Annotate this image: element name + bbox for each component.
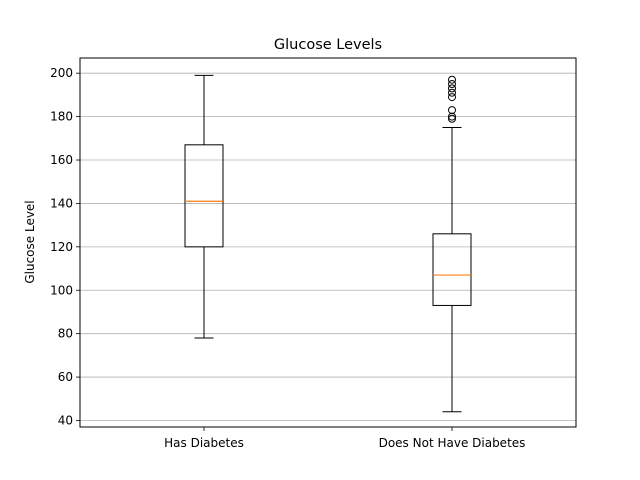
y-tick-label: 140 [50, 196, 73, 210]
x-tick-label: Does Not Have Diabetes [379, 436, 526, 450]
outlier-point [448, 75, 456, 84]
iqr-box [184, 144, 224, 248]
outlier-point [448, 106, 456, 115]
y-tick-label: 160 [50, 153, 73, 167]
grid-lines [80, 72, 576, 421]
y-tick-label: 180 [50, 110, 73, 124]
chart-title: Glucose Levels [274, 37, 382, 53]
outlier-point [448, 88, 456, 97]
y-tick-label: 80 [58, 327, 73, 341]
x-axis-ticks: Has Diabetes Does Not Have Diabetes [164, 427, 525, 450]
y-axis-ticks: 40 60 80 100 120 140 160 180 200 [50, 66, 80, 427]
iqr-box [432, 233, 472, 306]
box-group-1 [184, 74, 224, 339]
plot-frame [79, 57, 577, 428]
outlier-point [448, 93, 456, 102]
y-tick-label: 100 [50, 283, 73, 297]
boxes [184, 74, 472, 413]
y-tick-label: 40 [58, 413, 73, 427]
outlier-point [448, 80, 456, 89]
x-tick-label: Has Diabetes [164, 436, 244, 450]
y-tick-label: 120 [50, 240, 73, 254]
box-group-2 [432, 75, 472, 413]
outlier-point [448, 84, 456, 93]
outlier-point [448, 114, 456, 123]
y-tick-label: 60 [58, 370, 73, 384]
y-tick-label: 200 [50, 66, 73, 80]
y-axis-label: Glucose Level [23, 200, 37, 283]
